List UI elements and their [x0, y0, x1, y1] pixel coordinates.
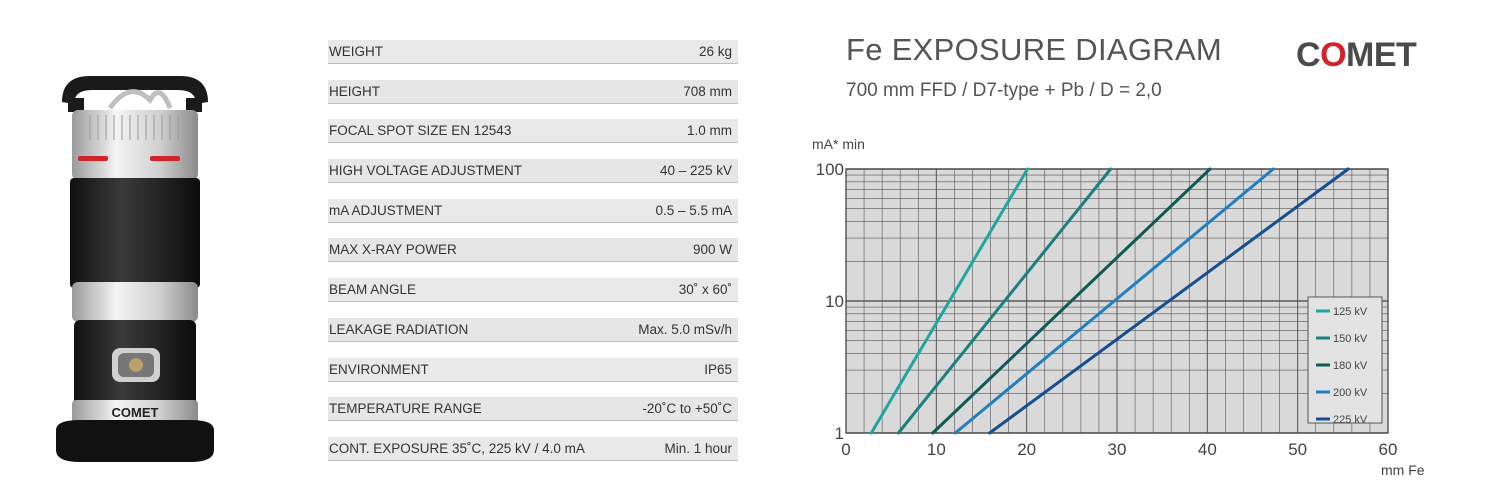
spec-value: IP65	[704, 361, 732, 377]
spec-value: -20˚C to +50˚C	[642, 401, 732, 417]
legend-label: 225 kV	[1333, 414, 1368, 426]
x-tick-label: 10	[927, 440, 946, 459]
spec-row: TEMPERATURE RANGE -20˚C to +50˚C	[328, 397, 738, 422]
spec-label: LEAKAGE RADIATION	[329, 321, 469, 337]
spec-label: HIGH VOLTAGE ADJUSTMENT	[329, 163, 523, 179]
spec-row: HEIGHT 708 mm	[328, 79, 738, 104]
spec-value: 40 – 225 kV	[659, 163, 732, 179]
spec-row: mA ADJUSTMENT 0.5 – 5.5 mA	[328, 198, 738, 223]
series-line	[869, 167, 1030, 435]
x-axis-label: mm Fe	[1381, 462, 1425, 478]
y-axis-label: mA* min	[812, 136, 865, 152]
spec-value: 900 W	[692, 242, 732, 258]
y-tick-label: 1	[835, 424, 844, 443]
spec-row: CONT. EXPOSURE 35˚C, 225 kV / 4.0 mA Min.…	[328, 436, 738, 461]
spec-value: 30˚ x 60˚	[678, 282, 732, 298]
x-tick-label: 30	[1108, 440, 1127, 459]
device-label: COMET	[112, 405, 159, 420]
spec-label: BEAM ANGLE	[329, 282, 417, 298]
spec-label: MAX X-RAY POWER	[329, 242, 457, 258]
spec-label: WEIGHT	[329, 44, 383, 59]
spec-value: 1.0 mm	[686, 123, 732, 139]
y-tick-label: 100	[816, 160, 844, 179]
product-image: COMET	[56, 76, 214, 462]
x-tick-label: 0	[841, 440, 850, 459]
x-tick-label: 50	[1288, 440, 1307, 459]
x-tick-label: 20	[1017, 440, 1036, 459]
spec-row: HIGH VOLTAGE ADJUSTMENT 40 – 225 kV	[328, 159, 738, 184]
spec-label: FOCAL SPOT SIZE EN 12543	[329, 123, 512, 139]
chart-title: Fe EXPOSURE DIAGRAM	[846, 32, 1223, 67]
spec-table: WEIGHT 26 kg HEIGHT 708 mm FOCAL SPOT SIZE E…	[328, 40, 738, 477]
spec-label: HEIGHT	[329, 83, 381, 99]
chart-subtitle: 700 mm FFD / D7-type + Pb / D = 2,0	[846, 80, 1162, 101]
x-tick-label: 40	[1198, 440, 1217, 459]
spec-label: mA ADJUSTMENT	[329, 202, 443, 218]
spec-value: 26 kg	[698, 44, 732, 59]
legend-label: 200 kV	[1333, 387, 1368, 399]
spec-row: FOCAL SPOT SIZE EN 12543 1.0 mm	[328, 119, 738, 144]
legend-label: 180 kV	[1333, 360, 1368, 372]
spec-row: ENVIRONMENT IP65	[328, 357, 738, 382]
spec-label: ENVIRONMENT	[329, 361, 429, 377]
series-line	[988, 167, 1350, 435]
spec-row: MAX X-RAY POWER 900 W	[328, 238, 738, 263]
series-line	[953, 167, 1275, 435]
legend-label: 150 kV	[1333, 333, 1368, 345]
series-line	[896, 167, 1113, 435]
legend-label: 125 kV	[1333, 306, 1368, 318]
spec-label: TEMPERATURE RANGE	[329, 401, 482, 417]
legend-box	[1307, 296, 1383, 424]
spec-row: LEAKAGE RADIATION Max. 5.0 mSv/h	[328, 317, 738, 342]
spec-label: CONT. EXPOSURE 35˚C, 225 kV / 4.0 mA	[329, 440, 585, 456]
x-tick-label: 60	[1379, 440, 1398, 459]
series-line	[931, 167, 1212, 435]
spec-value: 708 mm	[683, 83, 732, 99]
spec-value: 0.5 – 5.5 mA	[655, 202, 732, 218]
spec-row: WEIGHT 26 kg	[328, 40, 738, 64]
exposure-chart: 0 10 20 30 40 50 60 1 10 100 mA* min mm Fe 125 kV 150…	[812, 136, 1425, 478]
comet-logo: COMET	[1296, 36, 1417, 74]
spec-value: Min. 1 hour	[664, 440, 732, 456]
plot-frame	[845, 168, 1389, 434]
spec-row: BEAM ANGLE 30˚ x 60˚	[328, 278, 738, 303]
y-tick-label: 10	[825, 292, 844, 311]
spec-value: Max. 5.0 mSv/h	[638, 321, 732, 337]
